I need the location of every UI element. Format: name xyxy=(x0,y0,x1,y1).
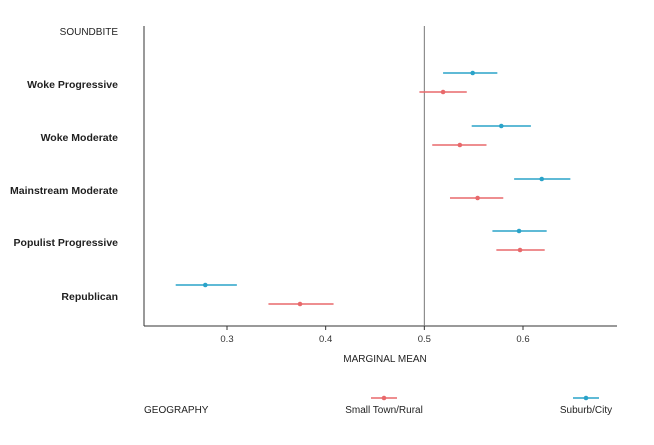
legend: GEOGRAPHY Small Town/Rural Suburb/City xyxy=(144,395,612,416)
estimate-point xyxy=(470,70,475,76)
legend-entry-label: Small Town/Rural xyxy=(345,405,423,416)
marks-layer xyxy=(175,70,571,307)
x-tick-label: 0.5 xyxy=(418,334,431,345)
x-tick-label: 0.4 xyxy=(319,334,332,345)
row-header: SOUNDBITE xyxy=(60,27,119,38)
estimate-point xyxy=(498,123,504,129)
estimate-point xyxy=(297,301,303,307)
estimate-point xyxy=(475,195,480,201)
legend-title: GEOGRAPHY xyxy=(144,405,209,416)
category-label: Republican xyxy=(61,291,118,303)
estimate-point xyxy=(440,89,446,95)
estimate-point xyxy=(202,282,208,288)
labels-layer: 0.3 0.4 0.5 0.6 MARGINAL MEAN SOUNDBITE Woke P… xyxy=(10,27,530,365)
legend-swatch-point xyxy=(381,395,387,401)
x-axis-title: MARGINAL MEAN xyxy=(343,354,427,365)
estimate-point xyxy=(457,142,463,148)
estimate-point xyxy=(516,228,522,234)
axes-layer xyxy=(143,26,617,330)
category-label: Populist Progressive xyxy=(14,237,119,249)
estimate-point xyxy=(539,176,545,182)
legend-swatch-point xyxy=(583,395,589,401)
legend-entry-label: Suburb/City xyxy=(560,405,612,416)
x-tick-label: 0.3 xyxy=(220,334,233,345)
category-label: Mainstream Moderate xyxy=(10,185,118,197)
category-label: Woke Moderate xyxy=(41,132,119,144)
x-tick-label: 0.6 xyxy=(516,334,529,345)
estimate-point xyxy=(517,247,523,253)
category-label: Woke Progressive xyxy=(27,79,118,91)
